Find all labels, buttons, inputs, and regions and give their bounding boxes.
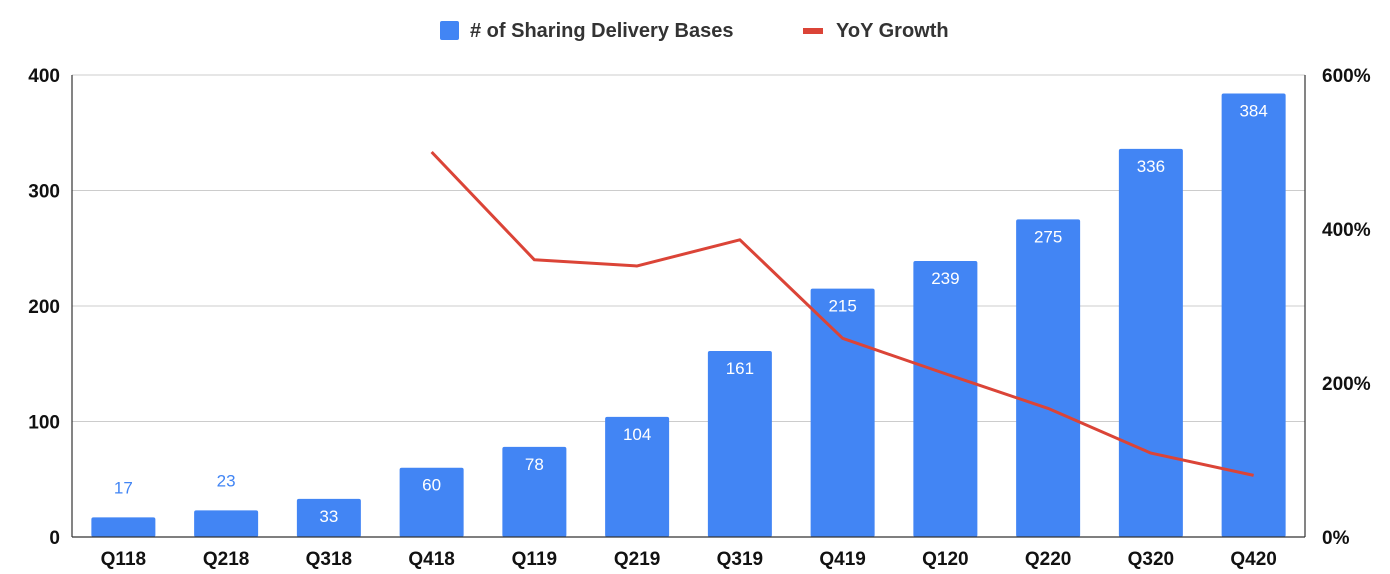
bar-data-label: 336 [1137,157,1165,176]
bar-data-label: 239 [931,269,959,288]
bar-data-label: 17 [114,478,133,497]
x-tick-label: Q320 [1128,549,1174,570]
y-right-tick-label: 200% [1322,374,1371,395]
bar-data-label: 60 [422,476,441,495]
y-right-tick-label: 400% [1322,220,1371,241]
x-tick-label: Q420 [1230,549,1276,570]
bar [605,416,670,537]
y-left-tick-label: 300 [28,182,60,203]
x-tick-label: Q318 [306,549,352,570]
legend: # of Sharing Delivery Bases YoY Growth [440,20,949,42]
bar [1221,93,1286,537]
bar-data-label: 23 [217,471,236,490]
y-left-tick-label: 0 [49,528,60,549]
bar-series [91,93,1286,538]
x-tick-label: Q120 [922,549,968,570]
legend-swatch-bases [440,21,459,40]
line-series [430,150,1254,477]
bar [194,510,259,537]
x-tick-label: Q418 [408,549,454,570]
bar [913,260,978,537]
y-left-tick-label: 100 [28,413,60,434]
bar [91,517,156,537]
x-tick-label: Q419 [819,549,865,570]
legend-swatch-yoy [803,28,823,34]
gridlines [72,74,1305,422]
legend-label-bases: # of Sharing Delivery Bases [470,20,733,42]
y-right-tick-label: 600% [1322,66,1371,87]
yoy-growth-line [430,150,1254,477]
y-left-tick-label: 200 [28,297,60,318]
bar-data-label: 215 [828,297,856,316]
left-axis: 0 100 200 300 400 [28,66,73,549]
bar [1016,219,1081,537]
bar [810,288,875,537]
x-tick-label: Q219 [614,549,660,570]
legend-label-yoy: YoY Growth [836,20,949,42]
legend-item-bases[interactable]: # of Sharing Delivery Bases [440,20,733,42]
bar-data-label: 384 [1239,101,1267,120]
bar [399,467,464,537]
x-tick-label: Q119 [512,549,557,570]
bar-data-label: 161 [726,359,754,378]
bar [1118,148,1183,538]
bar [707,351,772,537]
bar-data-label: 78 [525,455,544,474]
bar [502,446,567,537]
x-tick-label: Q118 [101,549,146,570]
x-tick-label: Q220 [1025,549,1071,570]
bar-data-label: 104 [623,425,651,444]
bar-data-label: 33 [319,507,338,526]
x-tick-label: Q319 [717,549,763,570]
bar-data-labels: 17 23 33 60 78 104 161 215 239 275 336 384 [114,101,1268,525]
bar [296,498,361,537]
x-tick-label: Q218 [203,549,249,570]
legend-item-yoy[interactable]: YoY Growth [803,20,949,42]
bar-data-label: 275 [1034,227,1062,246]
y-left-tick-label: 400 [28,66,60,87]
y-right-tick-label: 0% [1322,528,1350,549]
x-axis: Q118 Q218 Q318 Q418 Q119 Q219 Q319 Q419 Q120 Q220… [72,536,1305,570]
right-axis: 0% 200% 400% 600% [1304,66,1371,549]
